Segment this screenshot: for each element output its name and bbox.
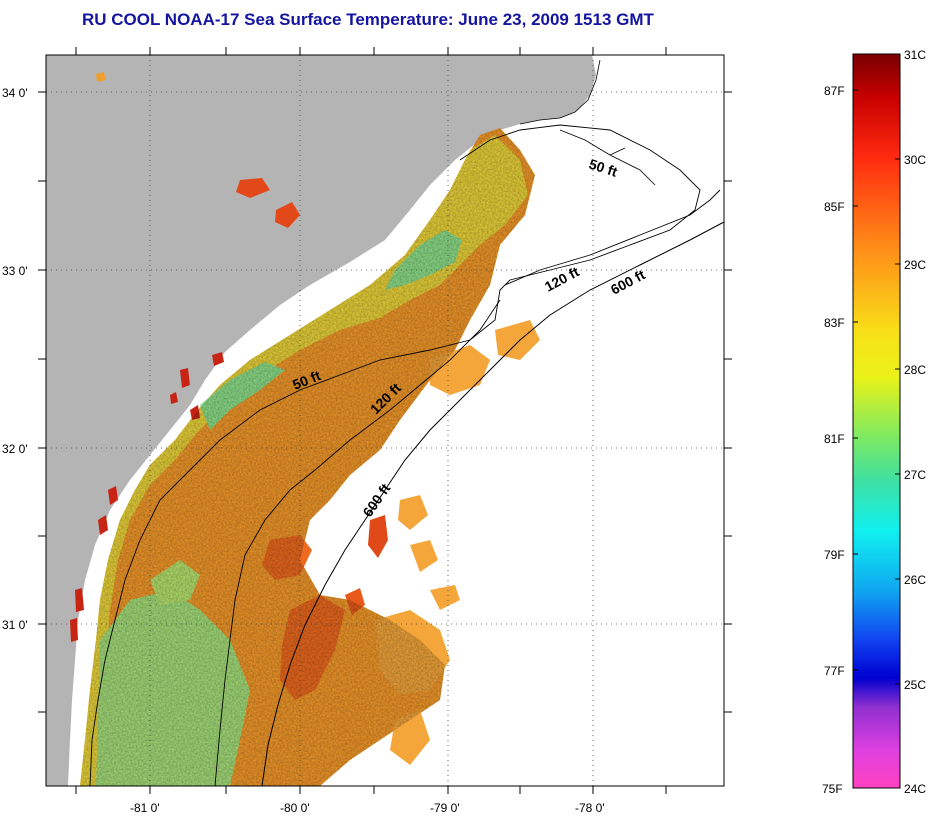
sst-hot-spot-3 — [368, 515, 388, 558]
lat-label-34: 34 0' — [2, 86, 28, 100]
inland-hot-patch-1 — [236, 178, 270, 198]
lat-label-31: 31 0' — [2, 618, 28, 632]
inland-hot-patch-2 — [275, 202, 300, 228]
lon-label-81: -81 0' — [130, 801, 160, 815]
lon-label-80: -80 0' — [280, 801, 310, 815]
isobath-120ft — [214, 189, 721, 786]
sst-texture — [80, 128, 535, 786]
axis-ticks — [38, 47, 732, 794]
map-border — [45, 54, 725, 787]
coastline-nc — [519, 59, 656, 186]
map-title: RU COOL NOAA-17 Sea Surface Temperature:… — [82, 10, 654, 29]
lon-label-78: -78 0' — [575, 801, 605, 815]
lon-label-79: -79 0' — [430, 801, 460, 815]
lat-label-33: 33 0' — [2, 264, 28, 278]
graticule — [46, 55, 724, 786]
inland-hot-patch-3 — [96, 72, 106, 82]
isobath-600ft — [261, 221, 724, 786]
estuary-hot-specks — [70, 352, 224, 642]
land-mass — [46, 55, 596, 786]
isobath-50ft — [89, 124, 701, 786]
lat-label-32: 32 0' — [2, 442, 28, 456]
